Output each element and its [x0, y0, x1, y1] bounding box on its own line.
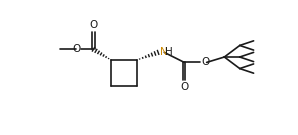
- Text: O: O: [201, 57, 209, 67]
- Text: O: O: [89, 20, 97, 30]
- Text: O: O: [72, 44, 80, 54]
- Text: H: H: [165, 47, 173, 57]
- Text: O: O: [180, 82, 188, 92]
- Text: N: N: [160, 47, 167, 57]
